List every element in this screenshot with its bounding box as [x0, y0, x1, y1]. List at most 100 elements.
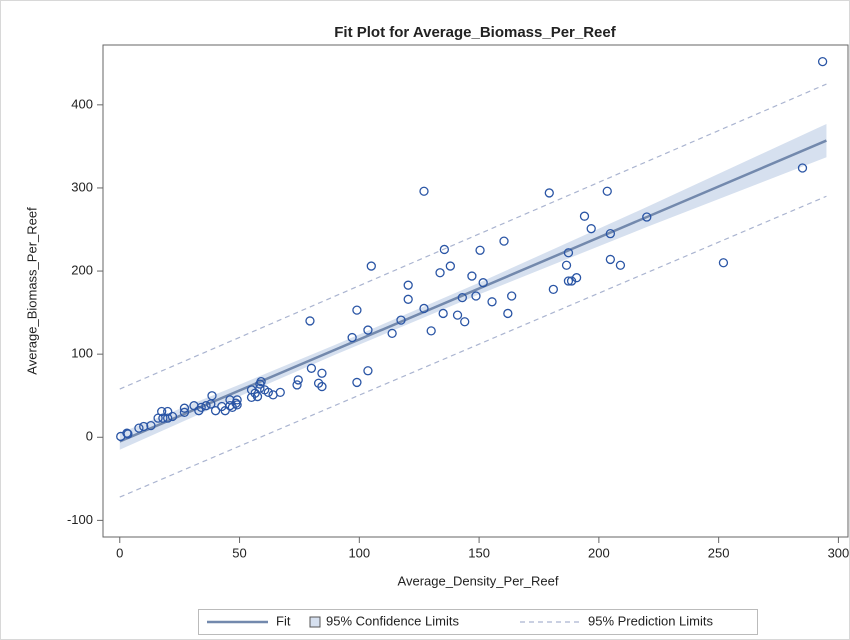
prediction-limit: [119, 195, 827, 498]
data-point: [207, 391, 217, 401]
data-point: [445, 261, 455, 271]
data-point: [563, 248, 574, 258]
data-point: [563, 276, 574, 286]
x-tick-label: 250: [708, 545, 730, 560]
data-point: [134, 423, 144, 433]
y-tick-label: -100: [67, 512, 93, 527]
data-point: [797, 163, 808, 173]
data-point: [426, 326, 436, 336]
data-point: [642, 212, 652, 222]
data-point: [475, 245, 485, 255]
x-tick-label: 200: [588, 545, 610, 560]
data-point: [561, 260, 572, 270]
data-point: [503, 308, 513, 319]
data-point: [366, 261, 376, 271]
confidence-band: [119, 123, 827, 450]
y-tick-label: 100: [71, 346, 93, 361]
data-point: [210, 406, 221, 416]
data-point: [157, 406, 167, 417]
data-point: [293, 375, 303, 385]
data-point: [396, 315, 406, 325]
y-tick-label: 0: [86, 429, 93, 444]
data-point: [225, 401, 235, 411]
x-tick-label: 0: [116, 545, 123, 560]
data-point: [387, 328, 397, 339]
data-point: [275, 387, 285, 398]
data-point: [460, 317, 470, 327]
data-point: [139, 421, 149, 432]
data-point: [292, 380, 302, 390]
data-point: [403, 294, 413, 304]
y-tick-label: 400: [71, 96, 93, 111]
data-point: [317, 368, 327, 378]
fit-line: [119, 139, 827, 443]
data-point: [718, 258, 729, 268]
data-point: [122, 428, 132, 438]
data-point: [163, 406, 173, 417]
data-point: [605, 229, 616, 239]
data-point: [544, 188, 554, 198]
data-point: [263, 387, 273, 398]
plot-frame: [102, 44, 849, 538]
data-point: [419, 186, 429, 196]
data-point: [255, 383, 265, 393]
data-point: [306, 363, 317, 373]
data-point: [403, 280, 413, 290]
data-point: [586, 224, 596, 234]
data-point: [352, 377, 362, 388]
data-point: [817, 56, 828, 67]
data-point: [602, 186, 612, 196]
data-point: [232, 395, 242, 405]
data-point: [256, 376, 266, 387]
x-axis-label: Average_Density_Per_Reef: [398, 573, 559, 588]
data-point: [579, 211, 590, 221]
x-tick-label: 300: [828, 545, 850, 560]
data-point: [487, 297, 497, 307]
legend: [198, 609, 758, 635]
data-point: [123, 429, 133, 439]
legend-confidence-swatch: [309, 616, 321, 628]
data-point: [615, 260, 626, 270]
data-point: [478, 278, 488, 288]
y-tick-label: 300: [71, 179, 93, 194]
data-point: [457, 292, 467, 303]
legend-prediction: 95% Prediction Limits: [588, 613, 713, 628]
legend-confidence: 95% Confidence Limits: [326, 613, 459, 628]
data-point: [438, 308, 448, 319]
x-tick-label: 150: [468, 545, 490, 560]
data-point: [467, 271, 477, 281]
data-point: [252, 391, 263, 402]
data-point: [499, 236, 509, 246]
data-point: [347, 332, 357, 343]
x-tick-label: 50: [232, 545, 246, 560]
data-point: [439, 244, 450, 255]
data-point: [163, 413, 173, 423]
data-point: [571, 273, 582, 283]
data-point: [317, 381, 327, 392]
data-point: [507, 291, 517, 301]
data-point: [305, 316, 315, 326]
data-point: [548, 284, 559, 294]
data-point: [201, 401, 211, 411]
legend-fit: Fit: [276, 613, 291, 628]
data-point: [158, 413, 168, 423]
data-point: [179, 403, 190, 413]
data-point: [232, 400, 242, 410]
data-point: [146, 420, 156, 431]
data-point: [363, 366, 373, 376]
y-axis-label: Average_Biomass_Per_Reef: [24, 207, 39, 375]
data-point: [419, 303, 429, 314]
data-point: [352, 305, 362, 315]
data-point: [196, 402, 206, 413]
data-point: [179, 407, 190, 417]
x-tick-label: 100: [348, 545, 370, 560]
data-point: [471, 291, 481, 301]
data-point: [452, 310, 463, 320]
data-point: [363, 325, 373, 335]
prediction-limit: [119, 83, 827, 390]
data-point: [167, 411, 178, 422]
data-point: [435, 268, 445, 278]
data-point: [605, 254, 616, 265]
